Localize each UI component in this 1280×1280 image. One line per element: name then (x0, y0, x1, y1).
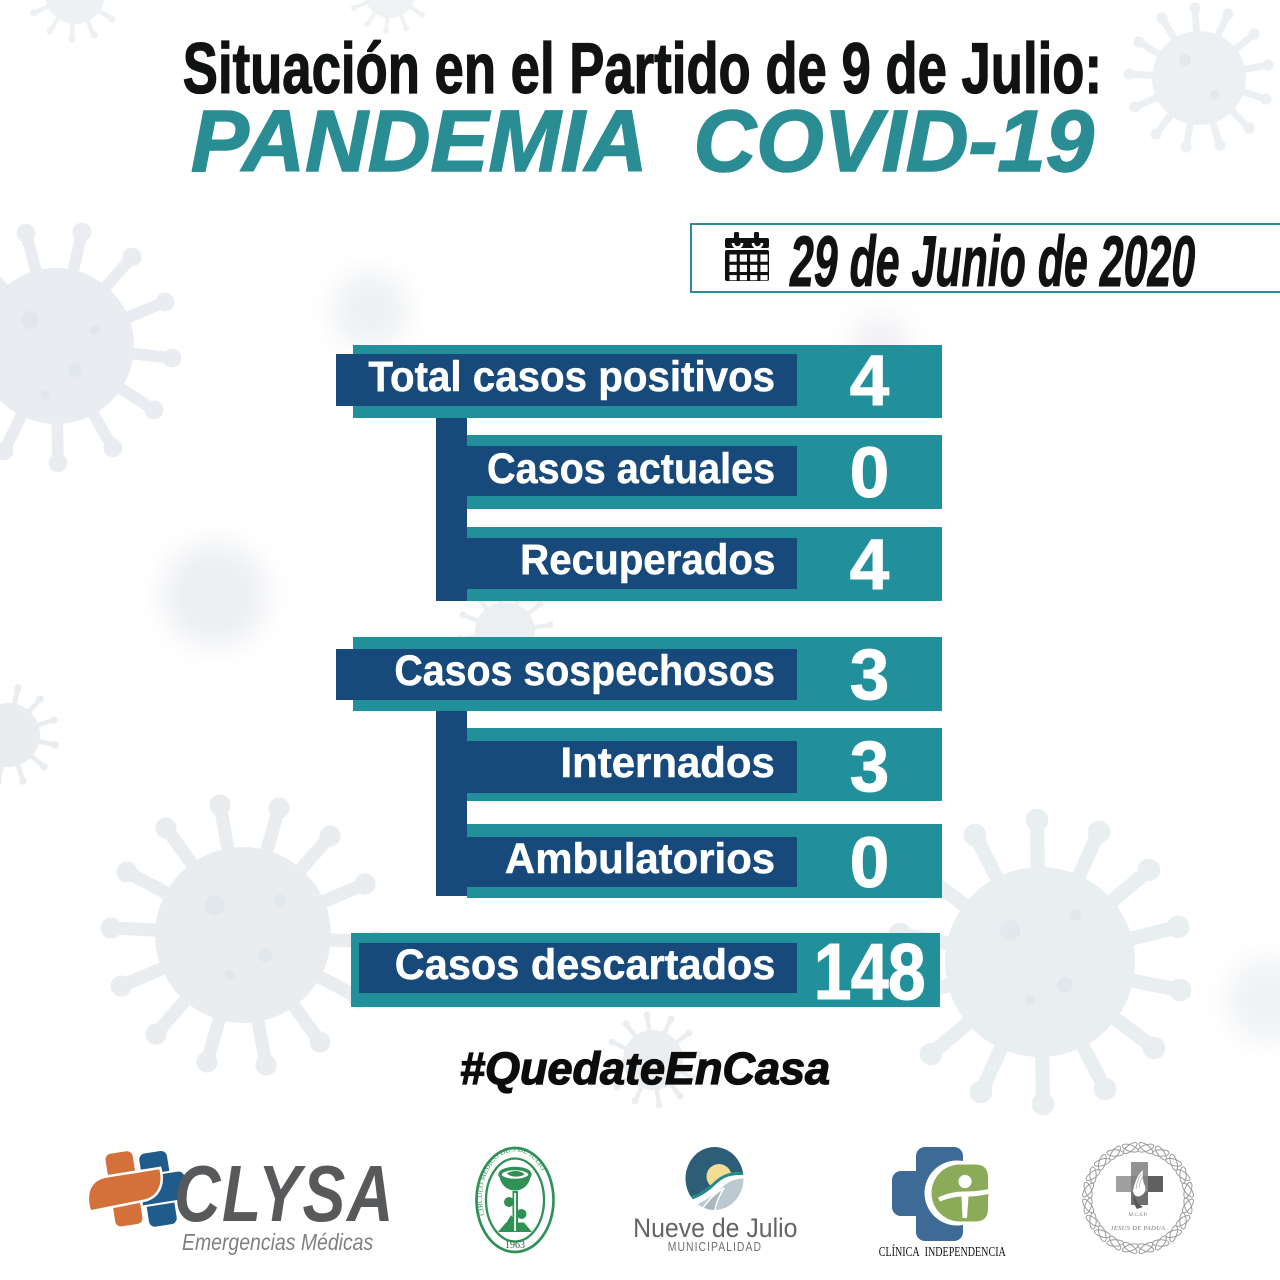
svg-text:JESUS DE PADUA: JESUS DE PADUA (1111, 1225, 1166, 1232)
svg-text:1963: 1963 (505, 1240, 525, 1251)
svg-text:M.C.S.P.: M.C.S.P. (1127, 1212, 1147, 1218)
